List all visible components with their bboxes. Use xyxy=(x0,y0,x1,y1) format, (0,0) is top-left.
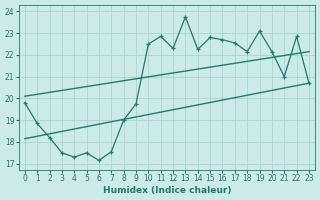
X-axis label: Humidex (Indice chaleur): Humidex (Indice chaleur) xyxy=(103,186,231,195)
